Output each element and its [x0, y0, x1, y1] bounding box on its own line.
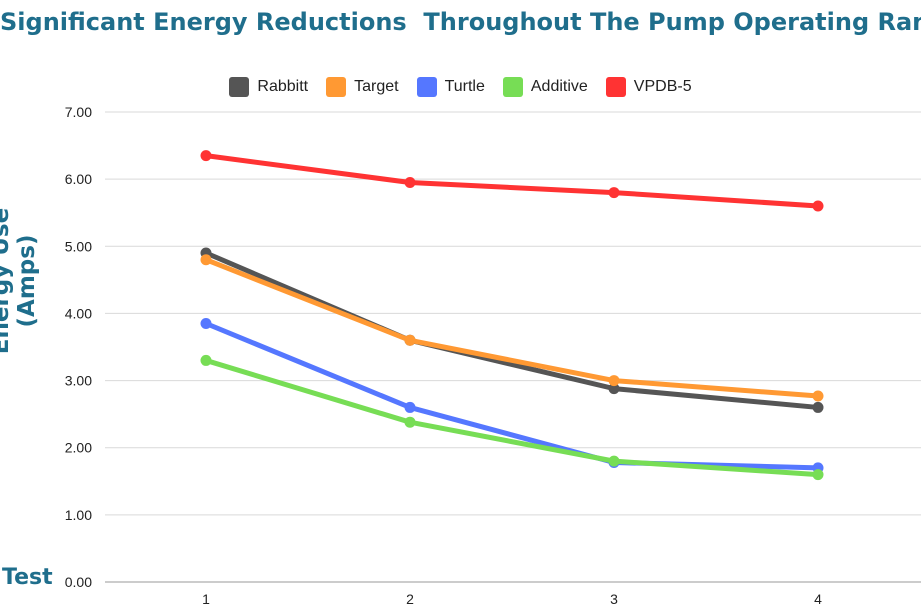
x-tick-label: 2	[406, 591, 414, 607]
data-point	[200, 354, 212, 366]
data-point	[404, 401, 416, 413]
data-point	[812, 401, 824, 413]
legend-swatch	[229, 77, 250, 97]
data-point	[812, 390, 824, 402]
legend-swatch	[502, 77, 523, 97]
y-tick-label: 7.00	[65, 104, 92, 120]
data-point	[608, 375, 620, 387]
x-tick-label: 1	[202, 591, 210, 607]
y-tick-label: 6.00	[65, 171, 92, 187]
data-point	[404, 334, 416, 346]
data-point	[200, 318, 212, 329]
legend-label: Rabbitt	[257, 78, 309, 95]
series-line	[203, 357, 821, 478]
y-tick-label: 2.00	[65, 440, 92, 456]
data-point	[200, 150, 212, 162]
legend-label: VPDB-5	[633, 78, 692, 95]
y-tick-label: 1.00	[65, 507, 92, 523]
chart-title: Significant Energy Reductions Throughout…	[0, 8, 921, 36]
x-tick-label: 3	[610, 591, 618, 607]
legend: Rabbitt Target Turtle Additive VPDB-5	[0, 77, 921, 97]
legend-swatch	[605, 77, 626, 97]
data-point	[608, 187, 620, 199]
y-tick-label: 0.00	[65, 574, 92, 590]
legend-item-rabbitt: Rabbitt	[229, 77, 308, 97]
data-point	[608, 455, 620, 467]
series-line	[203, 250, 821, 410]
x-tick-label: 4	[814, 591, 822, 607]
legend-item-target: Target	[326, 77, 399, 97]
data-point	[608, 383, 620, 395]
legend-swatch	[326, 77, 347, 97]
legend-label: Turtle	[444, 78, 485, 95]
x-axis-label: Test	[2, 565, 53, 590]
legend-label: Target	[354, 78, 399, 95]
data-point	[404, 177, 416, 188]
legend-item-turtle: Turtle	[416, 77, 485, 97]
series-line	[203, 153, 821, 209]
data-point	[404, 416, 416, 428]
y-tick-label: 4.00	[65, 305, 92, 321]
y-tick-label: 5.00	[65, 238, 92, 254]
legend-item-additive: Additive	[502, 77, 588, 97]
data-point	[200, 254, 212, 266]
series-line	[203, 321, 821, 471]
legend-swatch	[416, 77, 437, 97]
data-point	[812, 469, 824, 481]
data-point	[812, 200, 824, 212]
y-tick-label: 3.00	[65, 373, 92, 389]
legend-item-vpdb5: VPDB-5	[605, 77, 692, 97]
legend-label: Additive	[530, 78, 588, 95]
series-line	[203, 257, 821, 399]
